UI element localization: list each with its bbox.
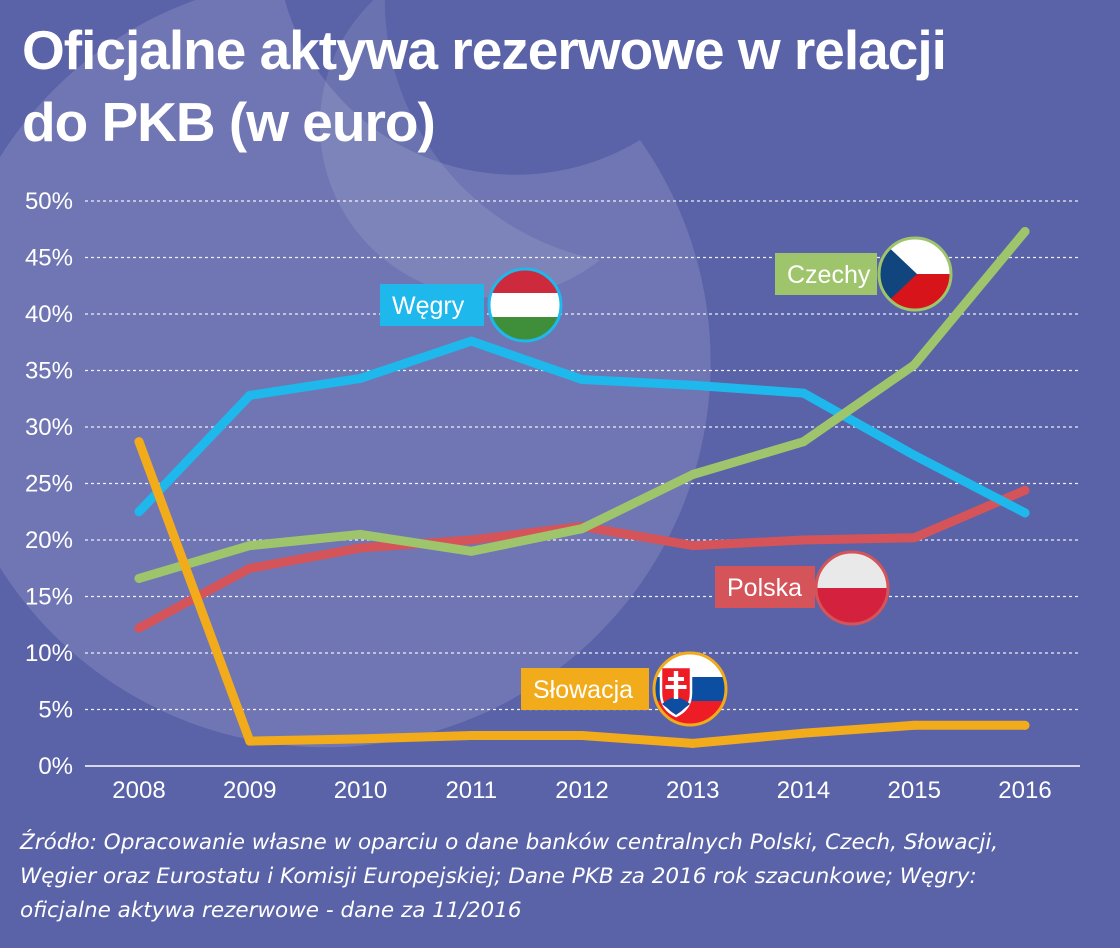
hungary-flag-icon — [489, 269, 561, 341]
x-tick-label: 2012 — [555, 777, 608, 804]
data-point — [688, 541, 698, 551]
data-point — [688, 469, 698, 479]
data-point — [577, 375, 587, 385]
legend-label: Słowacja — [533, 676, 633, 704]
series-points-czechy — [134, 227, 1030, 583]
chart-title-line-1: Oficjalne aktywa rezerwowe w relacji — [22, 19, 947, 81]
x-tick-label: 2016 — [998, 777, 1051, 804]
x-tick-label: 2011 — [445, 777, 497, 804]
data-point — [245, 563, 255, 573]
data-point — [466, 336, 476, 346]
data-point — [688, 738, 698, 748]
data-point — [134, 573, 144, 583]
data-point — [909, 720, 919, 730]
background-swirl — [0, 0, 711, 748]
data-point — [245, 390, 255, 400]
x-tick-label: 2015 — [888, 777, 941, 804]
x-tick-label: 2014 — [777, 777, 830, 804]
data-point — [909, 450, 919, 460]
x-tick-label: 2010 — [334, 777, 387, 804]
series-lines — [134, 227, 1030, 748]
data-point — [909, 360, 919, 370]
coat-of-arms-hills — [662, 697, 690, 715]
data-point — [1020, 720, 1030, 730]
legend-item-wegry: Węgry — [380, 267, 563, 343]
y-tick-label: 30% — [25, 414, 73, 441]
source-note: Źródło: Opracowanie własne w oparciu o d… — [20, 826, 1110, 928]
y-tick-label: 45% — [25, 245, 73, 272]
chart-title: Oficjalne aktywa rezerwowe w relacji do … — [22, 14, 1082, 158]
data-point — [245, 541, 255, 551]
legend-item-czechy: Czechy — [775, 236, 953, 312]
flag-triangle-blue — [879, 238, 917, 310]
legend-label-box — [775, 253, 877, 295]
data-point — [356, 373, 365, 383]
data-point — [577, 730, 587, 740]
series-points-slowacja — [134, 437, 1030, 748]
legend-item-polska: Polska — [715, 550, 890, 626]
data-point — [356, 529, 365, 539]
background-swirl-inner — [319, 0, 600, 298]
data-point — [134, 623, 144, 633]
x-tick-label: 2008 — [112, 777, 165, 804]
legend-label: Polska — [727, 574, 802, 602]
flag-stripe-red — [816, 588, 888, 624]
data-point — [466, 535, 476, 545]
data-point — [356, 734, 365, 744]
data-point — [799, 728, 808, 738]
data-point — [1020, 508, 1030, 518]
data-point — [466, 730, 476, 740]
y-tick-label: 35% — [25, 358, 73, 385]
legend-label-box — [715, 566, 815, 608]
flag-ring — [652, 651, 728, 727]
series-points-wegry — [134, 336, 1030, 518]
source-note-line-1: Źródło: Opracowanie własne w oparciu o d… — [20, 830, 999, 855]
legend: Polska Węgry Czechy Słowacja — [380, 236, 953, 727]
flag-ring — [814, 550, 890, 626]
y-tick-label: 10% — [25, 640, 73, 667]
y-tick-label: 5% — [38, 697, 73, 724]
background-swirl-outer — [0, 0, 711, 748]
data-point — [577, 524, 587, 534]
data-point — [466, 546, 476, 556]
y-tick-label: 40% — [25, 301, 73, 328]
source-note-line-3: oficjalne aktywa rezerwowe - dane za 11/… — [20, 898, 522, 923]
y-axis-tick-labels: 0% 5% 10% 15% 20% 25% 30% 35% 40% 45% 50% — [25, 188, 73, 780]
data-point — [1020, 227, 1030, 237]
data-point — [134, 507, 144, 517]
legend-label: Węgry — [392, 292, 465, 320]
coat-of-arms-cross-bar — [668, 677, 684, 681]
y-tick-label: 20% — [25, 527, 73, 554]
y-tick-label: 50% — [25, 188, 73, 215]
flag-ring — [487, 267, 563, 343]
data-point — [799, 437, 808, 447]
data-point — [356, 543, 365, 553]
flag-ring — [877, 236, 953, 312]
data-point — [245, 736, 255, 746]
data-point — [799, 535, 808, 545]
flag-stripe-white — [816, 552, 888, 588]
legend-label-box — [521, 668, 649, 710]
source-note-line-2: Węgier oraz Eurostatu i Komisji Europejs… — [20, 864, 977, 889]
x-axis-tick-labels: 2008 2009 2010 2011 2012 2013 2014 2015 2016 — [112, 777, 1051, 804]
data-point — [799, 388, 808, 398]
legend-label: Czechy — [787, 261, 871, 289]
data-point — [688, 380, 698, 390]
y-tick-label: 25% — [25, 471, 73, 498]
data-point — [909, 533, 919, 543]
x-tick-label: 2013 — [666, 777, 719, 804]
data-point — [1020, 485, 1030, 495]
y-tick-label: 0% — [38, 753, 73, 780]
y-tick-label: 15% — [25, 584, 73, 611]
x-tick-label: 2009 — [223, 777, 276, 804]
chart-title-line-2: do PKB (w euro) — [22, 91, 436, 153]
flag-stripe-white — [489, 293, 561, 317]
data-point — [134, 437, 144, 447]
coat-of-arms-cross-bar — [665, 685, 687, 689]
legend-label-box — [380, 284, 484, 326]
